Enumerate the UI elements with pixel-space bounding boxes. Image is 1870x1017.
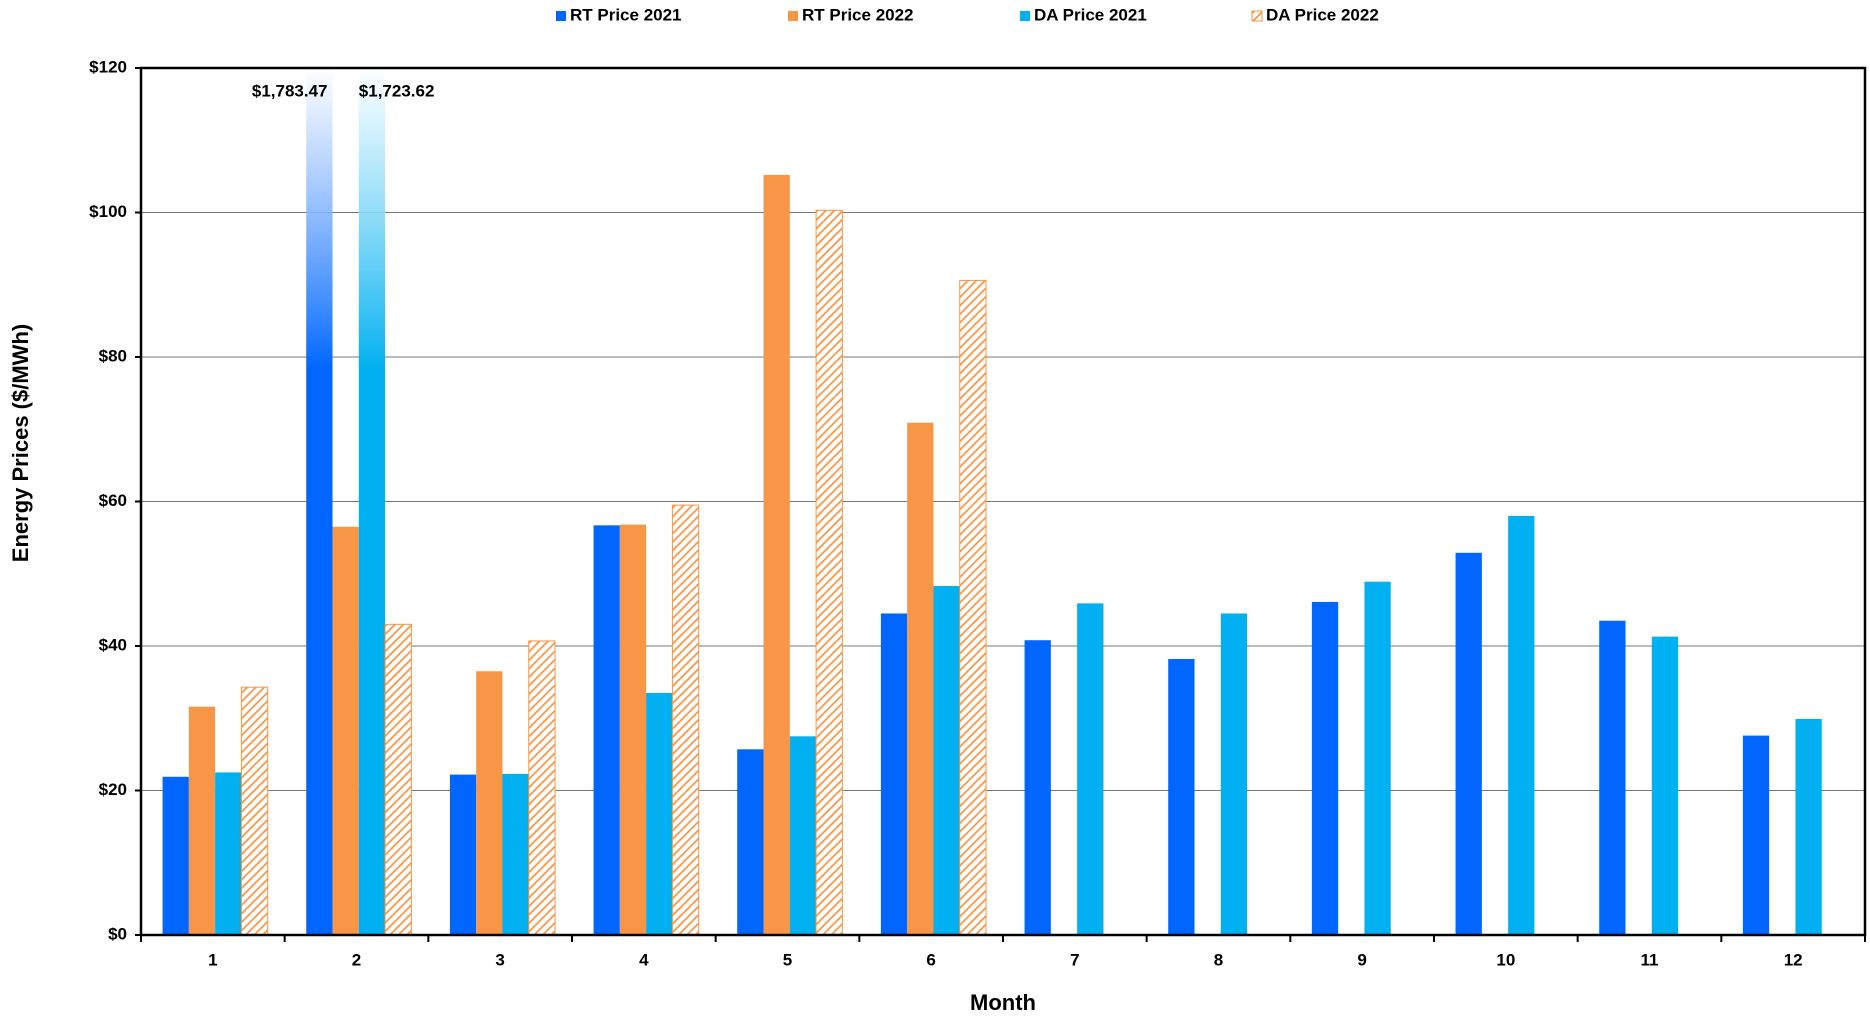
bar xyxy=(907,422,934,935)
legend-swatch xyxy=(1020,11,1030,21)
legend-label: RT Price 2022 xyxy=(802,5,914,24)
plot-frame xyxy=(139,66,1867,937)
bar xyxy=(593,525,620,935)
y-tick-label: $0 xyxy=(108,924,127,943)
bar xyxy=(1311,601,1339,935)
x-tick-label: 11 xyxy=(1641,950,1659,969)
x-tick-label: 2 xyxy=(352,950,361,969)
x-tick-label: 3 xyxy=(495,950,504,969)
y-axis-title: Energy Prices ($/MWh) xyxy=(8,324,33,562)
bar xyxy=(1742,735,1770,935)
bar xyxy=(1651,636,1679,935)
bar xyxy=(240,686,269,936)
bar xyxy=(1024,640,1051,935)
y-tick-label: $120 xyxy=(89,57,127,76)
legend-swatch xyxy=(556,11,566,21)
bar xyxy=(358,68,386,935)
x-axis-title: Month xyxy=(970,990,1036,1015)
bar xyxy=(1795,718,1822,935)
legend-label: DA Price 2021 xyxy=(1034,5,1147,24)
bar xyxy=(1168,659,1195,935)
legend-label: RT Price 2021 xyxy=(570,5,682,24)
bar xyxy=(1599,620,1626,935)
bar xyxy=(1220,613,1248,935)
y-tick-label: $40 xyxy=(99,635,127,654)
y-tick-label: $100 xyxy=(89,202,127,221)
x-tick-label: 6 xyxy=(926,950,935,969)
value-label: $1,723.62 xyxy=(359,81,435,100)
bar xyxy=(306,68,333,935)
bar xyxy=(763,174,790,935)
bar xyxy=(1455,552,1482,935)
bar xyxy=(1508,515,1535,935)
x-tick-label: 8 xyxy=(1214,950,1223,969)
legend-swatch xyxy=(788,11,798,21)
bar xyxy=(215,772,242,935)
x-tick-label: 9 xyxy=(1357,950,1366,969)
plot-area xyxy=(162,68,1822,936)
x-tick-label: 10 xyxy=(1496,950,1515,969)
bar xyxy=(476,671,503,935)
bar xyxy=(188,706,216,935)
bar xyxy=(737,749,764,935)
y-tick-label: $80 xyxy=(99,346,127,365)
legend-swatch xyxy=(1251,10,1263,22)
x-tick-label: 7 xyxy=(1070,950,1079,969)
value-label: $1,783.47 xyxy=(252,81,328,100)
x-tick-label: 1 xyxy=(208,950,217,969)
legend-label: DA Price 2022 xyxy=(1266,5,1379,24)
bar xyxy=(332,526,359,935)
bar xyxy=(815,209,843,936)
x-tick-label: 12 xyxy=(1784,950,1803,969)
bar xyxy=(1364,581,1391,935)
bar xyxy=(1077,603,1104,935)
bar xyxy=(619,524,647,935)
bar xyxy=(880,613,908,935)
bar xyxy=(449,774,477,935)
bar xyxy=(502,773,529,935)
bar xyxy=(646,692,673,935)
x-tick-label: 5 xyxy=(783,950,792,969)
bar xyxy=(671,504,700,936)
bar xyxy=(384,623,412,936)
bar xyxy=(789,736,817,935)
bar xyxy=(933,586,960,935)
bar xyxy=(162,776,189,935)
bar xyxy=(528,640,556,936)
x-tick-label: 4 xyxy=(639,950,649,969)
bar xyxy=(959,279,987,936)
y-tick-label: $60 xyxy=(99,491,127,510)
y-tick-label: $20 xyxy=(99,780,127,799)
